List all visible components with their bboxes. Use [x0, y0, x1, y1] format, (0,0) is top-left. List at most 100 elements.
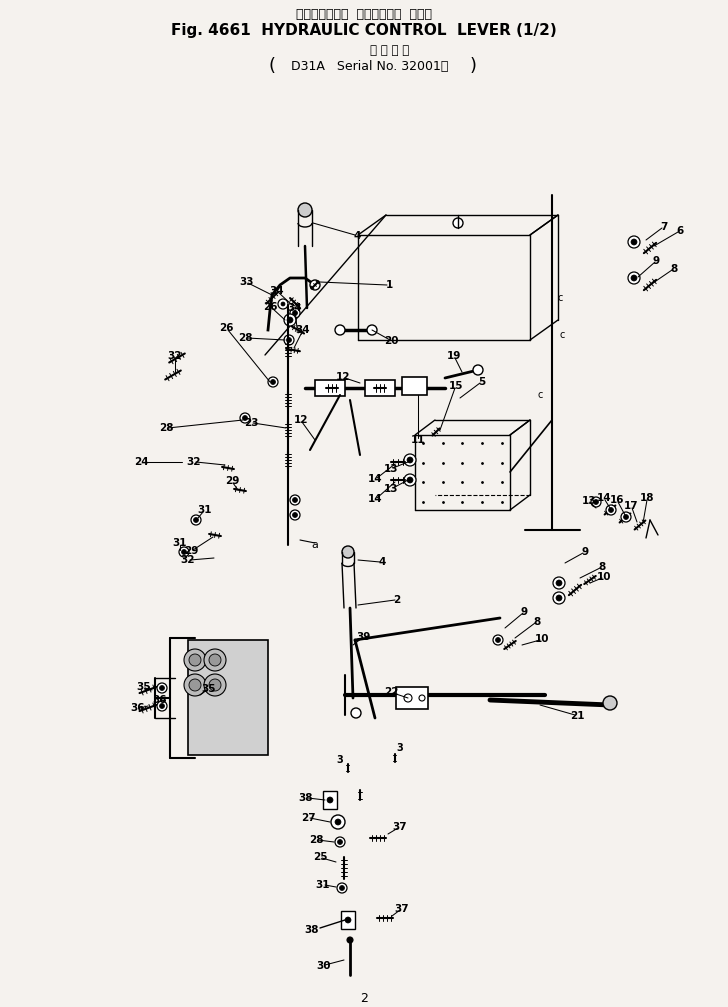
Circle shape [184, 649, 206, 671]
Circle shape [338, 840, 342, 845]
Circle shape [281, 302, 285, 306]
Text: 適 用 号 機: 適 用 号 機 [371, 43, 410, 56]
Text: 12: 12 [293, 415, 308, 425]
Text: 32: 32 [167, 351, 182, 361]
Text: 29: 29 [184, 546, 199, 556]
Circle shape [268, 377, 278, 387]
Text: 2: 2 [360, 992, 368, 1005]
Circle shape [496, 637, 501, 642]
Text: 14: 14 [368, 474, 383, 484]
Text: 37: 37 [395, 904, 409, 913]
Bar [403, 377, 427, 395]
Text: 14: 14 [368, 494, 383, 505]
Circle shape [621, 512, 631, 522]
Text: (: ( [269, 57, 275, 75]
Circle shape [189, 654, 201, 666]
Circle shape [345, 917, 351, 923]
Circle shape [335, 819, 341, 825]
Bar [315, 380, 345, 396]
Circle shape [367, 325, 377, 335]
Bar [341, 911, 355, 929]
Circle shape [298, 203, 312, 217]
Circle shape [293, 513, 298, 518]
Text: 34: 34 [269, 286, 284, 296]
Circle shape [473, 365, 483, 375]
Circle shape [631, 239, 637, 245]
Circle shape [606, 505, 616, 515]
Text: 1: 1 [385, 280, 392, 290]
Text: 3: 3 [336, 755, 344, 765]
Circle shape [293, 310, 298, 315]
Circle shape [335, 325, 345, 335]
Text: 24: 24 [134, 457, 149, 467]
Circle shape [347, 937, 353, 943]
Circle shape [628, 272, 640, 284]
Text: 22: 22 [384, 688, 398, 698]
Circle shape [493, 635, 503, 645]
Text: 28: 28 [309, 835, 323, 845]
Circle shape [290, 308, 300, 318]
Text: c: c [558, 293, 563, 303]
Circle shape [189, 679, 201, 691]
Circle shape [159, 704, 165, 709]
Circle shape [293, 497, 298, 502]
Text: 4: 4 [379, 557, 386, 567]
Text: 10: 10 [597, 572, 611, 582]
Circle shape [290, 510, 300, 520]
Circle shape [284, 314, 296, 326]
Text: 35: 35 [202, 684, 216, 694]
Circle shape [603, 696, 617, 710]
Text: 17: 17 [624, 501, 638, 512]
Text: 3: 3 [397, 743, 403, 753]
Text: 10: 10 [534, 634, 549, 644]
Circle shape [339, 885, 344, 890]
Circle shape [553, 592, 565, 604]
Circle shape [453, 218, 463, 228]
Circle shape [331, 815, 345, 829]
Circle shape [342, 546, 354, 558]
Bar [323, 792, 337, 809]
Text: 26: 26 [220, 323, 234, 333]
Circle shape [628, 236, 640, 248]
Text: 20: 20 [384, 336, 399, 346]
Text: 26: 26 [264, 302, 278, 311]
Circle shape [407, 457, 413, 463]
Circle shape [337, 883, 347, 893]
Circle shape [593, 499, 598, 505]
Circle shape [407, 477, 413, 483]
Text: 9: 9 [581, 547, 588, 557]
Text: 12: 12 [336, 373, 350, 383]
Circle shape [419, 695, 425, 701]
Text: ): ) [470, 57, 477, 75]
Text: 33: 33 [239, 277, 253, 287]
Circle shape [631, 275, 637, 281]
Circle shape [179, 547, 189, 557]
Text: 4: 4 [353, 231, 360, 241]
Text: 28: 28 [159, 423, 173, 433]
Circle shape [609, 508, 614, 513]
Circle shape [591, 497, 601, 507]
Text: 16: 16 [610, 495, 625, 506]
Circle shape [553, 577, 565, 589]
Text: 5: 5 [478, 377, 486, 387]
Text: 2: 2 [393, 595, 400, 605]
Text: 11: 11 [411, 435, 425, 445]
Text: 6: 6 [676, 226, 684, 236]
Text: 31: 31 [197, 506, 212, 516]
Text: c: c [559, 330, 565, 340]
Text: 31: 31 [173, 538, 187, 548]
Circle shape [556, 595, 562, 601]
Circle shape [209, 654, 221, 666]
Circle shape [290, 495, 300, 505]
Text: 25: 25 [313, 853, 328, 862]
Text: 13: 13 [384, 464, 398, 473]
Circle shape [404, 454, 416, 466]
Circle shape [204, 649, 226, 671]
Text: 18: 18 [640, 493, 654, 504]
Text: 38: 38 [298, 793, 313, 803]
Text: 8: 8 [598, 562, 606, 572]
Circle shape [284, 335, 294, 345]
Text: 31: 31 [316, 880, 331, 889]
Text: 32: 32 [181, 555, 195, 565]
Text: 21: 21 [570, 711, 584, 721]
